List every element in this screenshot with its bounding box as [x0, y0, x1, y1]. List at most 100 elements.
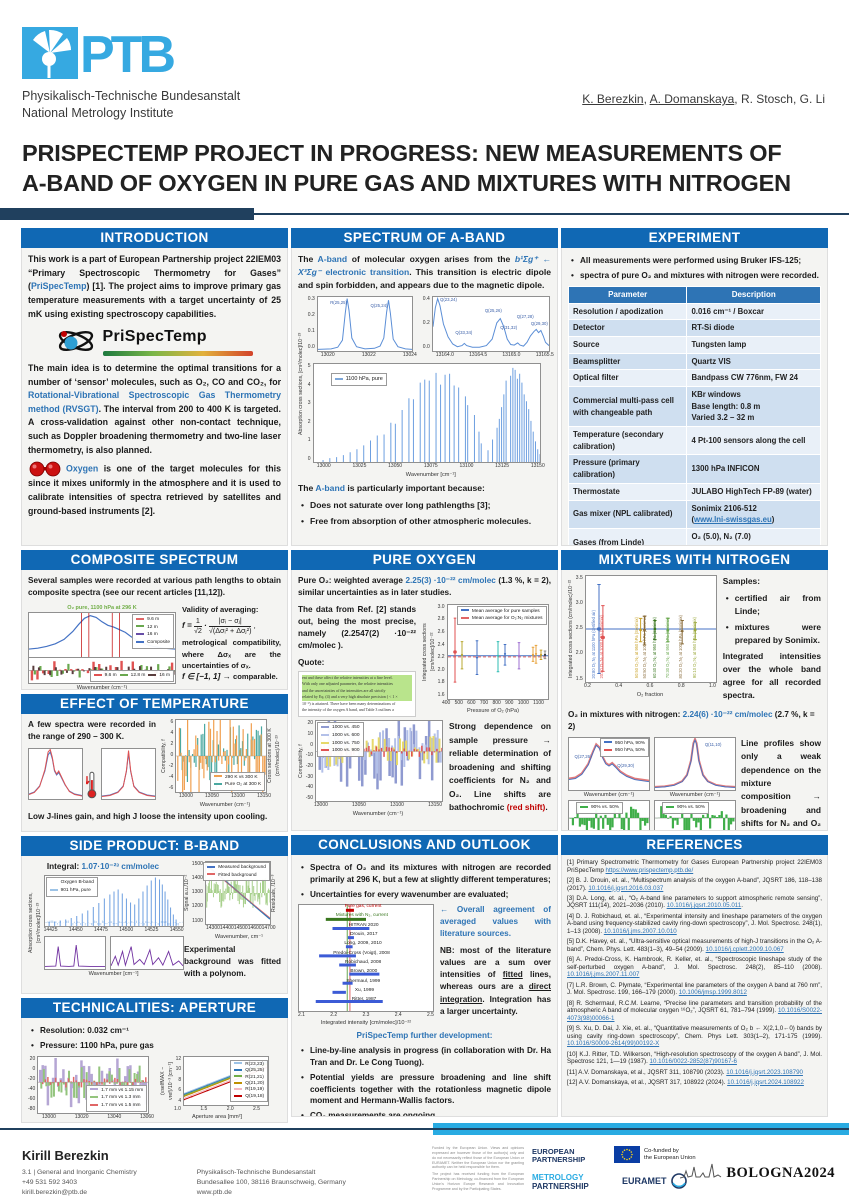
metrology-partnership-logo: METROLOGY PARTNERSHIP [532, 1173, 589, 1191]
doi-link[interactable]: 10.1016/S0022-4073(98)00066-1 [567, 1007, 822, 1022]
bottom-divider-line [0, 1128, 849, 1130]
doi-link[interactable]: 10.1016/j.cplett.2009.10.067 [705, 945, 784, 953]
spectrum-squiggle-icon [680, 1163, 722, 1179]
x-ticks: 13164.0 13164.5 13165.0 13165.5 [435, 351, 554, 358]
doi-link[interactable]: 10.1016/j.jms.2007.11.007 [567, 971, 640, 979]
bullet-item: All measurements were performed using Br… [571, 255, 821, 268]
bband-caption: Experimental background was fitted with … [184, 944, 281, 979]
mixtures-compat-chart-2: 90% vs. 50% [654, 800, 736, 830]
y-ticks: 3.0 2.8 2.6 2.4 2.2 2.0 1.8 1.6 [437, 603, 445, 699]
y2-axis-label: Residuals, /10⁻³ [270, 874, 277, 912]
funding-disclaimer-1: Funded by the European Union. Views and … [432, 1146, 524, 1170]
table-row: Optical filter Bandpass CW 776nm, FW 24 [567, 369, 821, 388]
x-axis-label: Wavenumber (cm⁻¹) [42, 1121, 154, 1122]
bullet-item: Spectra of O₂ and its mixtures with nitr… [301, 862, 551, 886]
section-heading: INTRODUCTION [21, 228, 288, 248]
table-row: Gas mixer (NPL calibrated) Sonimix 2106-5… [567, 499, 821, 529]
x-axis-label: Wavenumber [cm⁻¹] [88, 970, 139, 977]
doi-link[interactable]: https://www.prispectemp.ptb.de/ [605, 866, 694, 874]
bullet-item: Uncertainties for every wavenumber are e… [301, 889, 551, 901]
x-axis-label: Integrated intensity [cm/molec]/10⁻²² [320, 1019, 412, 1026]
mixtures-profile-chart-2: Q(11,10) [654, 736, 736, 791]
aband-inset-chart-2: 0.4 0.2 0.0 Q(23,24) Q(33,34) Q(25,26) Q(3… [422, 295, 554, 358]
chart-legend: 90% vs. 50% [576, 802, 623, 814]
ptb-website-link[interactable]: www.ptb.de [196, 1189, 232, 1197]
eu-cofunded-logo: Co-funded by the European Union [614, 1146, 696, 1163]
doi-link[interactable]: 10.1016/j.jms.2007.10.010 [603, 928, 677, 935]
pure-compat-chart: Compatibility, f 20 10 0 -10 -20 -30 -40 -50 10… [298, 720, 444, 818]
footer: Kirill Berezkin 3.1 | General and Inorga… [0, 1140, 849, 1200]
bband-integral: Integral: 1.07·10⁻²³ cm/molec [46, 862, 160, 871]
swissgas-link[interactable]: www.lni-swissgas.eu [694, 515, 772, 525]
intro-paragraph-3: Oxygen is one of the target molecules fo… [28, 461, 281, 518]
section-mixtures-with-nitrogen: MIXTURES WITH NITROGEN Integrated cross … [561, 550, 828, 831]
oxygen-molecule-icon [29, 461, 61, 477]
x-ticks: 14425 14450 14475 14500 14525 14550 [43, 927, 184, 934]
doi-link[interactable]: 10.1016/j.jqsrt.2010.05.011 [666, 902, 742, 910]
chart-legend: 1.7 mm vs 1.15 mm 1.7 mm vs 1.3 mm 1.7 mm … [86, 1084, 148, 1112]
reference-item: [12] A.V. Domanskaya, et al., JQSRT 317,… [567, 1078, 804, 1086]
doi-link[interactable]: 10.1016/j.jqsrt.2023.108790 [726, 1068, 803, 1076]
aperture-compat-chart: 20 0 -20 -40 -60 -80 1.7 mm vs 1.15 mm 1.7 mm … [28, 1055, 154, 1122]
conclusions-right-text: ← Overall agreement of averaged values w… [440, 904, 551, 1027]
y-ticks: 20 0 -20 -40 -60 -80 [28, 1055, 36, 1113]
bullet-item: mixtures were prepared by Sonimix. [726, 621, 821, 647]
ptb-logo: PTB [22, 26, 182, 85]
doi-link[interactable]: 10.1016/j.jqsrt.2024.108922 [727, 1078, 804, 1086]
aband-inset-chart-1: 0.3 0.2 0.1 0.0 R(25,25) Q(25,24) [307, 295, 417, 358]
section-heading: EXPERIMENT [561, 228, 828, 248]
temperature-profile-chart-2 [100, 747, 156, 800]
table-row: Beamsplitter Quartz VIS [567, 352, 821, 371]
y-ticks: 12 10 8 6 4 [175, 1055, 182, 1105]
y2-axis-label: Cross sections at 300 K (cm²/molec)/10⁻²… [267, 728, 282, 784]
quote-screenshot: ent and these affect the relative intens… [298, 671, 416, 718]
chart-legend: 9.6 m 12 m 16 m Composite [132, 613, 174, 649]
doi-link[interactable]: 10.1016/j.jqsrt.2016.03.037 [588, 884, 664, 892]
section-introduction: INTRODUCTION This work is a part of Euro… [21, 228, 288, 546]
table-header-parameter: Parameter [567, 285, 688, 304]
y-ticks: 0.4 0.2 0.0 [422, 295, 430, 351]
x-ticks: 0.2 0.4 0.6 0.8 1.0 [584, 683, 716, 689]
y-axis-label: Compatibility, f [161, 739, 167, 773]
pure-paragraph-3: Strong dependence on sample pressure → r… [449, 721, 551, 813]
bband-inset-2 [109, 935, 184, 970]
x-axis-label: Wavenumber [cm⁻¹] [405, 471, 456, 478]
chart-legend: Mean average for pure samples Mean averag… [456, 605, 547, 625]
composite-paragraph: Several samples were recorded at various… [28, 576, 281, 598]
pure-paragraph-1: Pure O₂: weighted average 2.25(3) ·10⁻²²… [298, 576, 551, 598]
section-experiment: EXPERIMENT All measurements were perform… [561, 228, 828, 546]
section-heading: EFFECT OF TEMPERATURE [21, 694, 288, 714]
prispectemp-logo-text: PriSpecTemp [102, 328, 207, 346]
aperture-bullets: Resolution: 0.032 cm⁻¹ Pressure: 1100 hPa… [28, 1025, 281, 1053]
doi-link[interactable]: 10.1016/0022-2852(87)90167-6 [649, 1058, 737, 1066]
doi-link[interactable]: 10.1016/S0009-2614(99)00192-X [567, 1040, 660, 1048]
conclusions-bullets-2: Line-by-line analysis in progress (in co… [298, 1045, 551, 1116]
intro-paragraph-1: This work is a part of European Partners… [28, 254, 281, 319]
x-ticks: 2.1 2.2 2.3 2.4 2.5 [298, 1011, 434, 1018]
chart-legend: 90% vs. 50% [662, 802, 709, 814]
bullet-item: Resolution: 0.032 cm⁻¹ [31, 1025, 281, 1038]
section-heading: REFERENCES [561, 835, 828, 855]
reference-item: [5] D.K. Havey, et. al., “Ultra-sensitiv… [567, 938, 822, 953]
y-ticks: 6 4 2 0 -2 -4 -6 [168, 719, 174, 792]
y-axis-label: Compatibility, f [298, 744, 304, 779]
contact-email[interactable]: kirill.berezkin@ptb.de [22, 1189, 88, 1197]
prispectemp-logo: PriSpecTemp [28, 325, 281, 356]
temperature-compatibility-chart: Compatibility, f 6 4 2 0 -2 -4 -6 290 K vs 300… [161, 719, 283, 809]
literature-comparison-chart: Pure gas, current Mixtures with N₂, curre… [298, 903, 434, 1026]
reference-item: [11] A.V. Domanskaya, et al., JQSRT 311,… [567, 1068, 803, 1076]
aband-note: The A-band is particularly important bec… [298, 483, 485, 494]
chart-legend2: 9.6 m 12.8 m 16 m [89, 670, 174, 682]
pure-scatter-chart: Integrated cross sections [cm/molec]/10⁻… [422, 603, 551, 718]
author-berezkin: K. Berezkin [582, 92, 644, 106]
rainbow-underline [102, 350, 253, 356]
bullet-item: Pressure: 1100 hPa, pure gas [31, 1040, 281, 1053]
x-ticks: 400 500 600 700 800 900 1000 1100 [442, 699, 544, 706]
section-heading: CONCLUSIONS AND OUTLOOK [291, 835, 558, 855]
doi-link[interactable]: 10.1006/jmsp.1999.8012 [678, 989, 747, 997]
bologna2024-logo: BOLOGNA2024 [680, 1162, 835, 1184]
y-ticks: 1500 1400 1300 1200 1100 [191, 861, 203, 924]
bband-inset-1 [43, 935, 106, 970]
